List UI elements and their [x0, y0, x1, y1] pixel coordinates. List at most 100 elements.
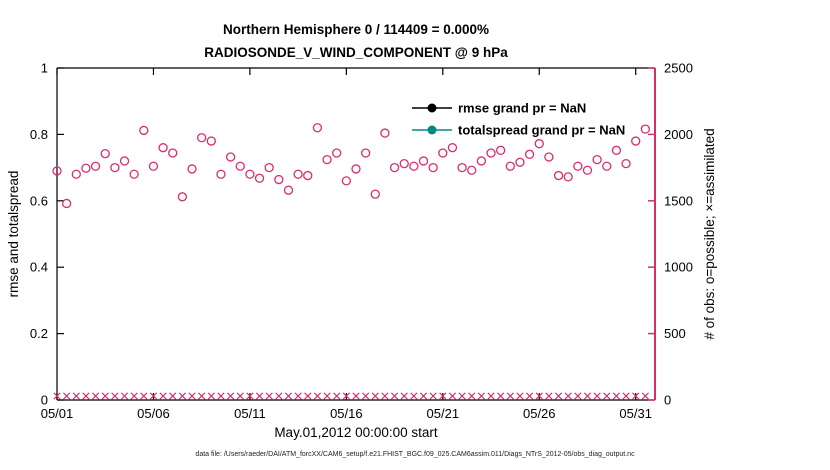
- possible-obs-marker: [293, 169, 303, 179]
- right-y-axis-label: # of obs: o=possible; ×=assimilated: [702, 128, 717, 339]
- legend-label-rmse: rmse grand pr = NaN: [458, 101, 586, 116]
- assimilated-obs-marker: [410, 392, 418, 400]
- assimilated-obs-marker: [400, 392, 408, 400]
- assimilated-obs-marker: [477, 392, 485, 400]
- assimilated-obs-marker: [149, 392, 158, 400]
- assimilated-obs-marker: [622, 392, 630, 400]
- possible-obs-marker: [139, 125, 149, 136]
- assimilated-obs-marker: [641, 392, 649, 400]
- assimilated-obs-marker: [487, 392, 495, 400]
- possible-obs-marker: [496, 145, 506, 155]
- assimilated-obs-marker: [130, 392, 138, 400]
- x-axis-label: May.01,2012 00:00:00 start: [274, 425, 438, 440]
- assimilated-obs-marker: [284, 392, 293, 400]
- rmse-legend-marker-icon: [427, 103, 437, 113]
- assimilated-obs-marker: [419, 392, 428, 400]
- assimilated-obs-marker: [342, 392, 350, 400]
- possible-obs-marker: [409, 161, 419, 171]
- possible-obs-marker: [640, 124, 651, 134]
- possible-obs-marker: [119, 156, 130, 166]
- possible-obs-marker: [631, 136, 641, 146]
- possible-obs-marker: [322, 154, 332, 165]
- possible-obs-marker: [216, 169, 226, 179]
- assimilated-obs-marker: [140, 392, 148, 400]
- possible-obs-marker: [351, 164, 361, 174]
- possible-obs-marker: [505, 161, 515, 171]
- legend-label-totalspread: totalspread grand pr = NaN: [458, 123, 625, 138]
- right-tick-label: 500: [664, 326, 686, 341]
- assimilated-obs-marker: [246, 392, 254, 400]
- assimilated-obs-marker: [497, 392, 505, 400]
- data-file-caption: data file: /Users/raeder/DAI/ATM_forcXX/…: [195, 451, 635, 458]
- assimilated-obs-marker: [371, 392, 379, 400]
- possible-obs-marker: [573, 161, 583, 171]
- possible-obs-marker: [312, 123, 323, 133]
- assimilated-obs-marker: [574, 392, 582, 400]
- possible-obs-marker: [438, 148, 448, 158]
- legend: rmse grand pr = NaN totalspread grand pr…: [412, 101, 625, 138]
- figure-title: Northern Hemisphere 0 / 114409 = 0.000%: [223, 22, 489, 37]
- left-y-axis-label: rmse and totalspread: [6, 171, 21, 298]
- assimilated-obs-marker: [217, 392, 225, 400]
- possible-obs-marker: [418, 156, 429, 166]
- assimilated-obs-marker: [526, 392, 534, 400]
- assimilated-obs-marker: [439, 392, 447, 400]
- assimilated-obs-marker: [255, 392, 264, 400]
- right-tick-label: 0: [664, 393, 671, 408]
- assimilated-obs-marker: [178, 392, 186, 400]
- possible-obs-marker: [380, 128, 390, 138]
- possible-obs-marker: [254, 173, 265, 183]
- assimilated-obs-marker: [236, 392, 244, 400]
- possible-obs-marker: [245, 169, 255, 179]
- possible-obs-marker: [177, 192, 188, 202]
- assimilated-obs-marker: [468, 392, 476, 400]
- assimilated-obs-marker: [72, 392, 80, 400]
- left-tick-label: 1: [41, 61, 48, 76]
- possible-obs-marker: [332, 148, 342, 158]
- assimilated-obs-marker: [333, 392, 341, 400]
- assimilated-obs-marker: [304, 392, 312, 400]
- assimilated-obs-marker: [207, 392, 215, 400]
- left-tick-label: 0.4: [30, 260, 48, 275]
- assimilated-obs-marker: [545, 392, 553, 400]
- axis-ticks: 0 0.2 0.4 0.6 0.8 1 0 500 1000 1500 2000 2500 05/01 0…: [30, 61, 693, 422]
- assimilated-obs-marker: [506, 392, 514, 400]
- possible-obs-marker: [389, 162, 400, 173]
- possible-obs-marker: [100, 149, 110, 159]
- left-tick-label: 0.2: [30, 326, 48, 341]
- assimilated-obs-marker: [593, 392, 601, 400]
- possible-obs-marker: [582, 165, 593, 175]
- possible-obs-marker: [524, 149, 535, 159]
- possible-obs-marker: [168, 148, 178, 158]
- assimilated-obs-marker: [390, 392, 399, 400]
- right-tick-label: 1500: [664, 193, 693, 208]
- right-tick-label: 2500: [664, 61, 693, 76]
- assimilated-obs-marker: [111, 392, 119, 400]
- possible-obs-marker: [264, 162, 274, 173]
- assimilated-obs-marker: [275, 392, 283, 400]
- x-tick-label: 05/01: [41, 406, 74, 421]
- possible-obs-marker: [90, 161, 101, 171]
- chart-subtitle: RADIOSONDE_V_WIND_COMPONENT @ 9 hPa: [204, 45, 508, 60]
- possible-obs-marker: [486, 148, 496, 158]
- possible-obs-marker: [81, 163, 91, 173]
- x-tick-label: 05/06: [137, 406, 170, 421]
- assimilated-obs-marker: [313, 392, 322, 400]
- possible-obs-marker: [621, 158, 631, 169]
- possible-obs-marker: [110, 162, 120, 173]
- assimilated-obs-marker: [120, 392, 129, 400]
- x-tick-label: 05/16: [330, 406, 363, 421]
- possible-obs-marker: [129, 169, 139, 179]
- assimilated-obs-marker: [564, 392, 572, 400]
- possible-obs-marker: [71, 169, 81, 179]
- assimilated-obs-marker: [63, 392, 71, 400]
- possible-obs-marker: [611, 145, 622, 155]
- possible-obs-marker: [534, 139, 544, 149]
- x-tick-label: 05/11: [234, 406, 266, 421]
- assimilated-obs-marker: [535, 392, 543, 400]
- possible-obs-marker: [61, 198, 72, 209]
- assimilated-obs-marker: [198, 392, 206, 400]
- right-tick-label: 1000: [664, 260, 693, 275]
